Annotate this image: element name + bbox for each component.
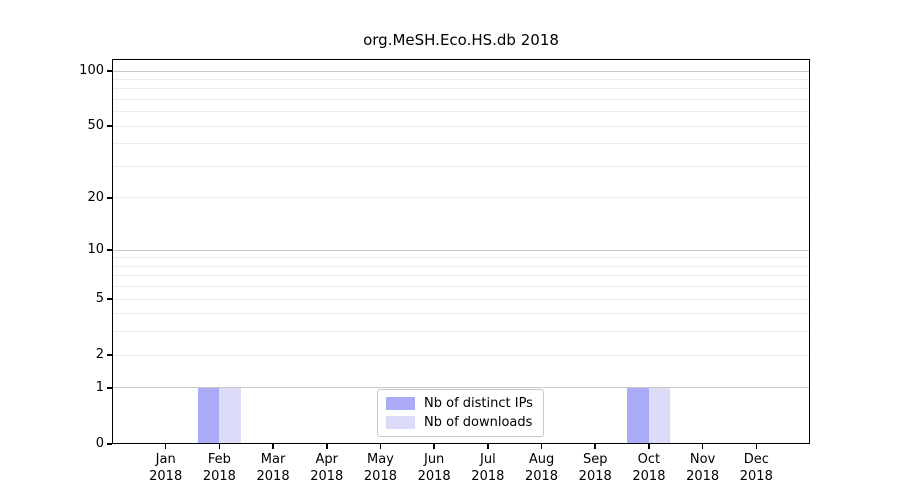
minor-gridline [112, 111, 810, 113]
x-axis-tick [755, 444, 758, 449]
y-tick-label: 50 [87, 118, 104, 134]
x-axis-tick [379, 444, 382, 449]
y-axis-tick [107, 249, 112, 251]
x-tick-label: May 2018 [363, 452, 397, 484]
x-tick-label: Dec 2018 [739, 452, 773, 484]
x-axis-tick [325, 444, 328, 449]
x-axis-tick [540, 444, 543, 449]
x-tick-label: Apr 2018 [310, 452, 344, 484]
minor-gridline [112, 78, 810, 80]
y-axis-tick [107, 70, 112, 72]
x-tick-label: Nov 2018 [686, 452, 720, 484]
minor-gridline [112, 257, 810, 259]
major-gridline [112, 387, 810, 389]
x-tick-label: Jun 2018 [417, 452, 451, 484]
y-axis-tick [107, 298, 112, 300]
major-gridline [112, 70, 810, 72]
bar-distinct-ips [627, 387, 649, 444]
x-axis-tick [701, 444, 704, 449]
chart-title: org.MeSH.Eco.HS.db 2018 [363, 31, 559, 49]
minor-gridline [112, 197, 810, 199]
minor-gridline [112, 98, 810, 100]
x-axis-tick [594, 444, 597, 449]
minor-gridline [112, 265, 810, 267]
y-axis-tick [107, 387, 112, 389]
y-tick-label: 1 [95, 379, 104, 395]
y-tick-label: 20 [87, 189, 104, 205]
minor-gridline [112, 143, 810, 145]
legend-entry: Nb of downloads [386, 415, 533, 430]
y-tick-label: 10 [87, 242, 104, 258]
minor-gridline [112, 275, 810, 277]
x-tick-label: Jan 2018 [149, 452, 183, 484]
minor-gridline [112, 286, 810, 288]
minor-gridline [112, 165, 810, 167]
x-tick-label: Mar 2018 [256, 452, 290, 484]
y-tick-label: 5 [95, 291, 104, 307]
x-axis-tick [648, 444, 650, 449]
bar-downloads [648, 387, 671, 444]
minor-gridline [112, 125, 810, 127]
legend: Nb of distinct IPs Nb of downloads [377, 389, 544, 437]
y-tick-label: 100 [79, 63, 104, 78]
x-tick-label: Sep 2018 [578, 452, 612, 484]
legend-swatch-downloads [386, 416, 415, 429]
minor-gridline [112, 313, 810, 315]
x-axis-tick [164, 444, 167, 449]
x-axis-tick [487, 444, 489, 449]
bar-distinct-ips [197, 387, 220, 444]
plot-frame [112, 59, 810, 444]
y-axis-tick [107, 197, 112, 199]
minor-gridline [112, 331, 810, 333]
minor-gridline [112, 88, 810, 90]
x-axis-tick [272, 444, 274, 449]
legend-swatch-distinct-ips [386, 397, 415, 410]
bar-downloads [219, 387, 241, 444]
x-tick-label: Oct 2018 [632, 452, 666, 484]
legend-label: Nb of downloads [424, 415, 533, 430]
x-axis-tick [218, 444, 221, 449]
x-tick-label: Jul 2018 [471, 452, 505, 484]
y-tick-label: 0 [95, 436, 104, 451]
x-tick-label: Feb 2018 [202, 452, 236, 484]
y-tick-label: 2 [95, 347, 104, 363]
minor-gridline [112, 298, 810, 300]
y-axis-tick [107, 443, 112, 445]
x-axis-tick [433, 444, 435, 449]
x-tick-label: Aug 2018 [524, 452, 559, 484]
y-axis-tick [107, 354, 112, 356]
legend-label: Nb of distinct IPs [424, 396, 533, 411]
legend-entry: Nb of distinct IPs [386, 396, 533, 411]
y-axis-tick [107, 125, 112, 128]
minor-gridline [112, 354, 810, 356]
major-gridline [112, 249, 810, 251]
